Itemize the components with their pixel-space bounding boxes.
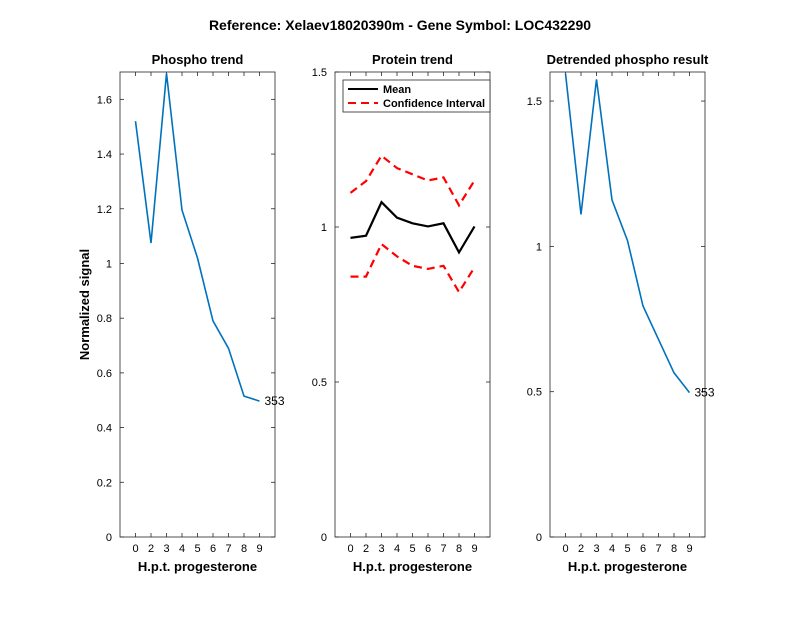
y-axis-label: Normalized signal (77, 249, 92, 360)
x-tick-label: 0 (562, 543, 568, 555)
panel-title: Protein trend (372, 52, 453, 67)
x-tick-label: 4 (394, 543, 400, 555)
x-tick-label: 6 (425, 543, 431, 555)
point-annotation: 353 (265, 394, 285, 408)
x-tick-label: 9 (686, 543, 692, 555)
y-tick-label: 1 (106, 258, 112, 270)
x-tick-label: 9 (256, 543, 262, 555)
point-annotation: 353 (695, 386, 715, 400)
x-tick-label: 6 (210, 543, 216, 555)
y-tick-label: 0.5 (527, 387, 542, 399)
series-line-1 (350, 200, 476, 255)
x-tick-label: 3 (378, 543, 384, 555)
x-tick-label: 2 (578, 543, 584, 555)
y-tick-label: 0.5 (312, 377, 327, 389)
y-tick-label: 0 (106, 532, 112, 544)
series-line-1 (564, 73, 691, 394)
series-line-1 (134, 73, 260, 402)
x-tick-label: 9 (471, 543, 477, 555)
x-tick-label: 8 (671, 543, 677, 555)
panel-title: Detrended phospho result (547, 52, 709, 67)
y-tick-label: 1 (321, 222, 327, 234)
x-axis-label: H.p.t. progesterone (353, 559, 472, 574)
x-tick-label: 7 (655, 543, 661, 555)
x-tick-label: 2 (363, 543, 369, 555)
x-tick-label: 7 (225, 543, 231, 555)
y-tick-label: 0 (536, 532, 542, 544)
axes-box (334, 71, 491, 538)
series-line-2 (349, 154, 476, 208)
x-tick-label: 0 (132, 543, 138, 555)
y-tick-label: 0.4 (97, 423, 112, 435)
x-tick-label: 3 (163, 543, 169, 555)
y-tick-label: 1.5 (527, 96, 542, 108)
legend-entry-label: Confidence Interval (383, 98, 485, 110)
x-tick-label: 8 (456, 543, 462, 555)
x-tick-label: 5 (624, 543, 630, 555)
series-line-3 (350, 242, 476, 295)
panels: 00.20.40.60.811.21.41.60 2 3 4 5 6 7 8 9Phospho … (77, 52, 715, 574)
x-tick-label: 2 (148, 543, 154, 555)
panel-title: Phospho trend (152, 52, 244, 67)
x-tick-label: 6 (640, 543, 646, 555)
y-tick-label: 0.8 (97, 313, 112, 325)
legend: Mean Confidence Interval (342, 79, 491, 113)
y-tick-label: 1.2 (97, 204, 112, 216)
x-axis-label: H.p.t. progesterone (138, 559, 257, 574)
panel-1: 00.20.40.60.811.21.41.60 2 3 4 5 6 7 8 9Phospho … (77, 52, 285, 574)
x-tick-label: 3 (593, 543, 599, 555)
y-tick-label: 1.4 (97, 149, 112, 161)
x-tick-label: 0 (347, 543, 353, 555)
x-tick-label: 4 (609, 543, 615, 555)
x-tick-label: 5 (409, 543, 415, 555)
x-tick-label: 7 (440, 543, 446, 555)
y-tick-label: 1.6 (97, 94, 112, 106)
y-tick-label: 0 (321, 532, 327, 544)
x-tick-label: 5 (194, 543, 200, 555)
legend-box (342, 79, 491, 113)
y-tick-label: 1 (536, 241, 542, 253)
x-axis-label: H.p.t. progesterone (568, 559, 687, 574)
y-tick-label: 0.6 (97, 368, 112, 380)
figure-title: Reference: Xelaev18020390m - Gene Symbol… (209, 17, 591, 33)
x-tick-label: 4 (179, 543, 185, 555)
legend-entry-label: Mean (383, 84, 411, 96)
y-tick-label: 0.2 (97, 477, 112, 489)
axes-box (119, 71, 276, 538)
x-tick-label: 8 (241, 543, 247, 555)
y-tick-label: 1.5 (312, 67, 327, 79)
